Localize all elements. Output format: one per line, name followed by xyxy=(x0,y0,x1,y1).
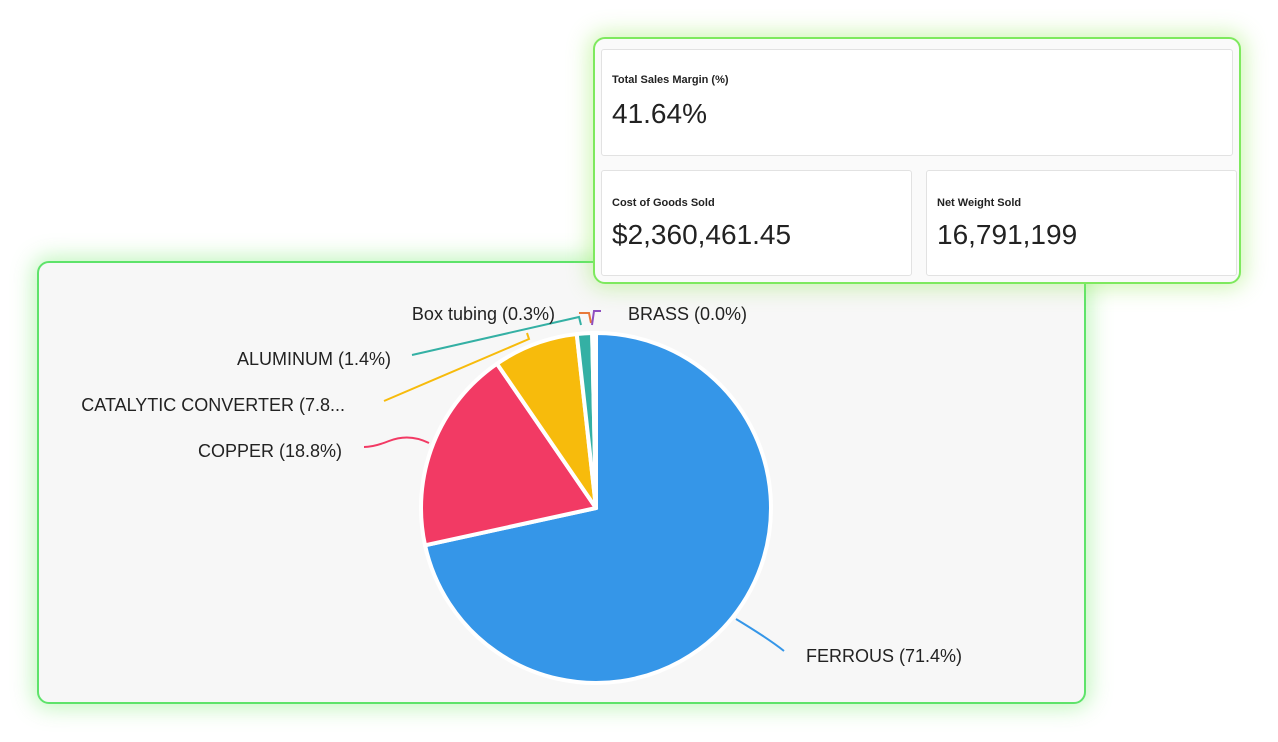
kpi-card: Total Sales Margin (%) 41.64% Cost of Go… xyxy=(593,37,1241,284)
cost-of-goods-sold-value: $2,360,461.45 xyxy=(612,219,792,250)
slice-leader-line xyxy=(363,436,430,448)
pie-slice[interactable] xyxy=(419,361,598,548)
net-weight-sold-label: Net Weight Sold xyxy=(937,197,1022,209)
slice-leader-line xyxy=(735,618,785,652)
slice-label: ALUMINUM (1.4%) xyxy=(237,349,391,369)
slice-label: CATALYTIC CONVERTER (7.8... xyxy=(81,395,345,415)
net-weight-sold-tile: Net Weight Sold 16,791,199 xyxy=(926,170,1237,276)
slice-leader-line xyxy=(411,315,582,356)
total-sales-margin-label: Total Sales Margin (%) xyxy=(612,74,729,86)
slice-label: COPPER (18.8%) xyxy=(198,441,342,461)
slice-leader-line xyxy=(591,310,601,326)
slice-leader-line xyxy=(383,332,531,402)
pie-chart: FERROUS (71.4%) COPPER (18.8%) CATALYTIC C… xyxy=(81,304,962,685)
total-sales-margin-tile: Total Sales Margin (%) 41.64% xyxy=(601,49,1233,156)
pie-slice[interactable] xyxy=(423,331,773,685)
cost-of-goods-sold-tile: Cost of Goods Sold $2,360,461.45 xyxy=(601,170,912,276)
pie-slice[interactable] xyxy=(593,331,598,510)
pie-chart-card: FERROUS (71.4%) COPPER (18.8%) CATALYTIC C… xyxy=(37,261,1086,704)
net-weight-sold-value: 16,791,199 xyxy=(937,219,1078,250)
slice-label: Box tubing (0.3%) xyxy=(412,304,555,324)
slice-leader-line xyxy=(579,312,592,324)
cost-of-goods-sold-label: Cost of Goods Sold xyxy=(612,197,715,209)
slice-label: BRASS (0.0%) xyxy=(628,304,747,324)
total-sales-margin-value: 41.64% xyxy=(612,98,707,129)
slice-label: FERROUS (71.4%) xyxy=(806,646,962,666)
